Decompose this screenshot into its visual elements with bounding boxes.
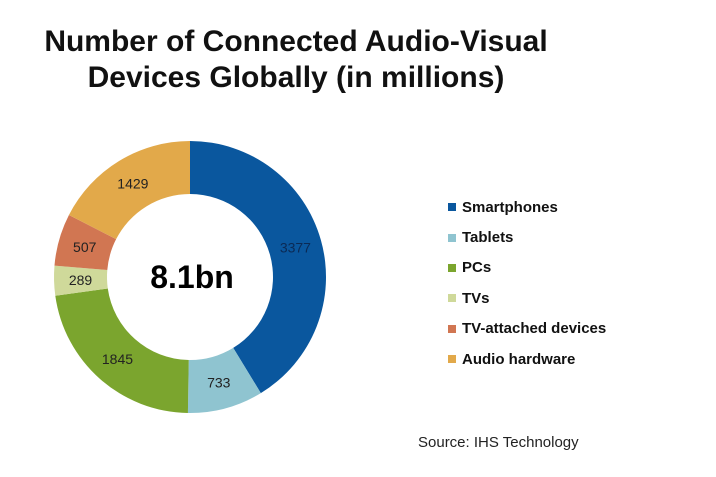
slice-tvs xyxy=(54,265,108,296)
center-total-label: 8.1bn xyxy=(150,259,234,295)
data-label: 733 xyxy=(207,375,231,391)
legend-item: Audio hardware xyxy=(448,344,606,374)
legend-label: Tablets xyxy=(462,229,514,247)
source-note: Source: IHS Technology xyxy=(418,434,579,451)
data-label: 3377 xyxy=(280,239,311,255)
data-label: 1845 xyxy=(102,351,133,367)
data-label: 1429 xyxy=(117,176,148,192)
legend-swatch xyxy=(448,355,456,364)
legend-label: Smartphones xyxy=(462,198,558,216)
slice-audio-hardware xyxy=(68,141,190,240)
data-label: 289 xyxy=(69,272,93,288)
slice-tv-attached-devices xyxy=(54,215,117,271)
chart-title: Number of Connected Audio-Visual Devices… xyxy=(44,25,548,94)
slice-pcs xyxy=(55,288,189,413)
legend-item: TV-attached devices xyxy=(448,314,606,344)
legend-item: Tablets xyxy=(448,222,606,252)
legend-label: PCs xyxy=(462,259,492,277)
legend-swatch xyxy=(448,233,456,242)
legend-swatch xyxy=(448,294,456,303)
legend-item: TVs xyxy=(448,283,606,313)
legend-item: PCs xyxy=(448,253,606,283)
legend-swatch xyxy=(448,203,456,212)
legend-swatch xyxy=(448,263,456,272)
slice-smartphones xyxy=(190,141,327,394)
legend: Smartphones Tablets PCs TVs TV-attached devi… xyxy=(448,192,606,374)
legend-label: Audio hardware xyxy=(462,350,576,368)
legend-label: TVs xyxy=(462,289,490,307)
legend-item: Smartphones xyxy=(448,192,606,222)
legend-label: TV-attached devices xyxy=(462,320,607,338)
legend-swatch xyxy=(448,324,456,333)
slice-tablets xyxy=(187,347,261,413)
data-label: 507 xyxy=(73,239,97,255)
